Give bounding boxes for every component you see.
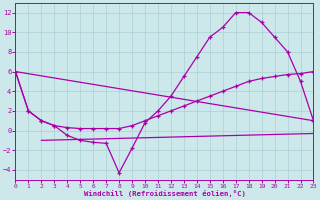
- X-axis label: Windchill (Refroidissement éolien,°C): Windchill (Refroidissement éolien,°C): [84, 190, 245, 197]
